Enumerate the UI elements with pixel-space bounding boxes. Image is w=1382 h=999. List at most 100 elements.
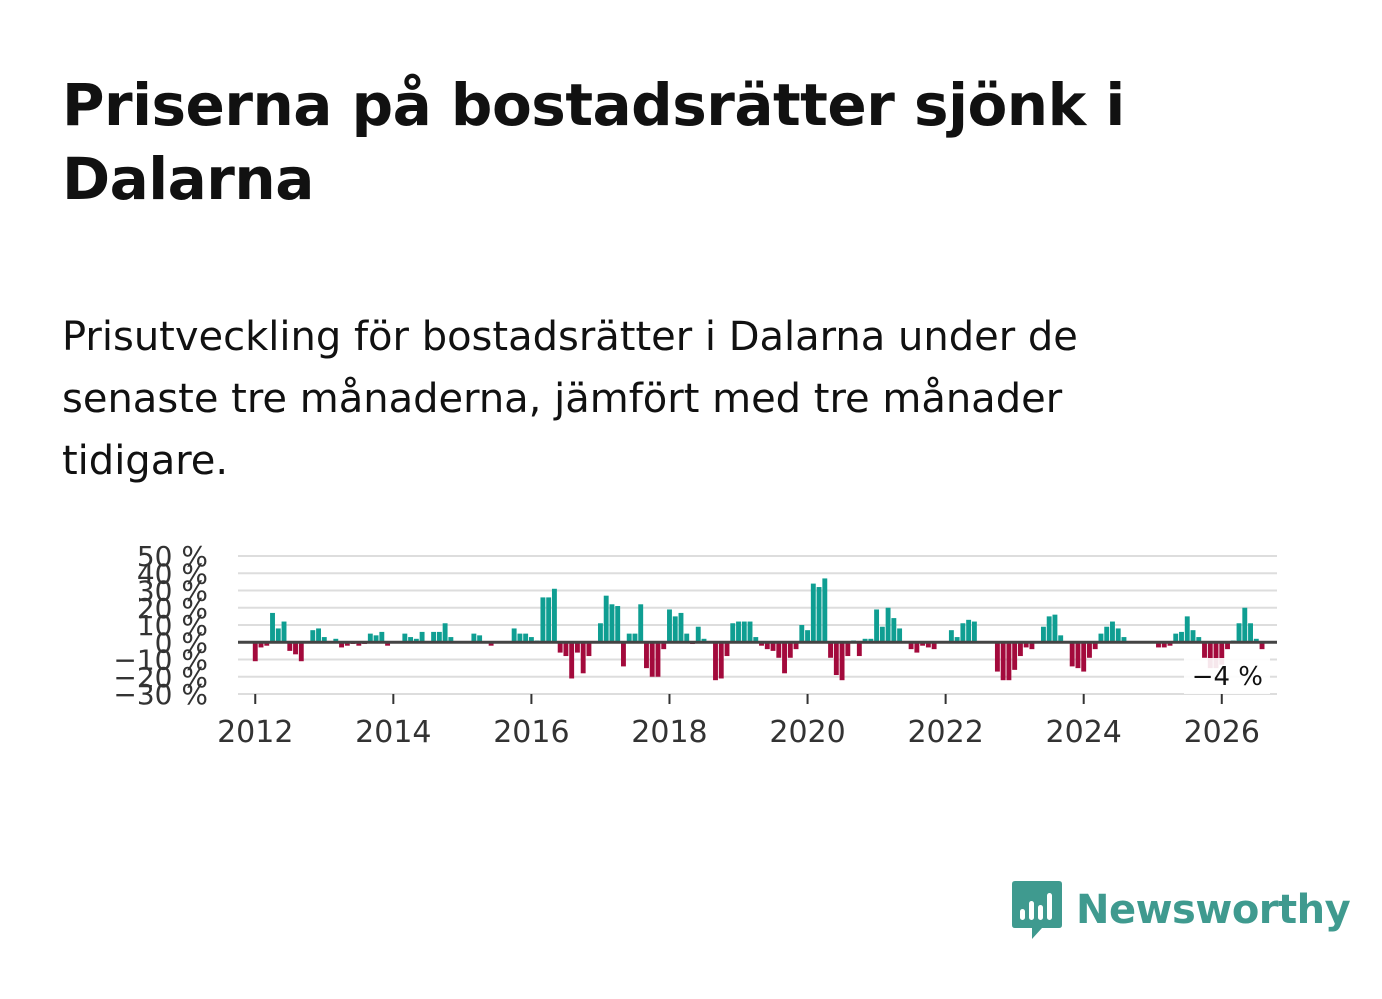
- y-tick-label: 40 %: [137, 557, 208, 590]
- bar: [747, 621, 753, 643]
- bar: [741, 621, 747, 643]
- brand-name: Newsworthy: [1076, 887, 1351, 933]
- bar: [960, 623, 966, 643]
- bar: [517, 633, 523, 643]
- bar: [1069, 642, 1075, 667]
- bar: [1075, 642, 1081, 669]
- bar: [281, 621, 287, 643]
- bar: [1046, 616, 1052, 643]
- bar: [373, 635, 379, 643]
- bar: [787, 642, 793, 658]
- x-tick-label: 2012: [217, 715, 293, 750]
- bar: [948, 630, 954, 643]
- x-tick-label: 2016: [493, 715, 569, 750]
- bar: [862, 638, 868, 643]
- bar: [339, 642, 344, 648]
- bar: [321, 637, 327, 643]
- bar: [672, 616, 678, 643]
- bar: [753, 637, 759, 643]
- bar: [586, 642, 592, 657]
- bar: [569, 642, 575, 679]
- bar: [638, 604, 644, 643]
- newsworthy-brand: Newsworthy: [1010, 878, 1351, 942]
- bar: [419, 631, 425, 643]
- bar: [626, 633, 632, 643]
- bar: [1196, 637, 1202, 643]
- bar: [684, 633, 690, 643]
- bar: [316, 628, 321, 643]
- bar: [1092, 642, 1098, 650]
- bar: [868, 638, 874, 643]
- bar: [442, 623, 448, 643]
- bar: [551, 588, 557, 643]
- bar: [736, 621, 741, 643]
- gridlines: [238, 555, 1277, 695]
- bar: [661, 642, 667, 650]
- bar: [333, 638, 339, 643]
- bar: [822, 578, 828, 643]
- bar: [1029, 642, 1035, 650]
- bar: [574, 642, 580, 653]
- bar: [1207, 642, 1213, 669]
- bar: [511, 628, 517, 643]
- bar: [839, 642, 845, 681]
- bar: [310, 630, 316, 643]
- bar: [724, 642, 730, 657]
- y-tick-label: 0 %: [155, 626, 208, 659]
- bar: [408, 637, 414, 643]
- bar: [298, 642, 304, 662]
- bar: [546, 597, 552, 643]
- bar: [1248, 623, 1253, 643]
- y-tick-label: 10 %: [137, 609, 208, 642]
- bar: [632, 633, 638, 643]
- bar: [1023, 642, 1029, 648]
- x-tick-label: 2020: [769, 715, 845, 750]
- bar: [1000, 642, 1006, 681]
- bar: [1081, 642, 1087, 672]
- bar: [621, 642, 626, 667]
- y-tick-label: 30 %: [137, 575, 208, 608]
- bar: [1104, 626, 1110, 643]
- bar: [1213, 642, 1219, 669]
- bar: [1012, 642, 1018, 670]
- bar: [764, 642, 770, 650]
- bar: [828, 642, 834, 658]
- bar: [695, 626, 701, 643]
- last-value-label: −4 %: [1192, 662, 1263, 692]
- bar: [799, 625, 805, 643]
- bar-chart: −30 %−20 %−10 %0 %10 %20 %30 %40 %50 % 2…: [113, 540, 1277, 750]
- bar: [1179, 631, 1184, 643]
- bar: [367, 633, 373, 643]
- bar: [1156, 642, 1161, 648]
- bar: [1098, 633, 1104, 643]
- bar: [385, 642, 391, 646]
- bar: [270, 612, 275, 643]
- bar: [597, 623, 603, 643]
- bar: [1115, 628, 1121, 643]
- bar: [914, 642, 920, 653]
- bar: [1006, 642, 1012, 681]
- bar: [1184, 616, 1190, 643]
- bar: [1058, 635, 1064, 643]
- bar: [810, 583, 816, 643]
- bar: [563, 642, 569, 657]
- bar: [477, 635, 483, 643]
- x-tick-label: 2014: [355, 715, 431, 750]
- bar: [540, 597, 546, 643]
- bar: [264, 642, 270, 646]
- bar: [994, 642, 1000, 672]
- bar: [805, 630, 810, 643]
- bar: [1087, 642, 1092, 658]
- bar: [701, 638, 707, 643]
- bar: [1167, 642, 1173, 646]
- bar: [1173, 633, 1179, 643]
- bar: [258, 642, 264, 648]
- bar: [488, 642, 494, 646]
- bar: [793, 642, 799, 650]
- last-value-label-bg: [1184, 658, 1270, 694]
- bar: [431, 631, 437, 643]
- x-tick-label: 2022: [907, 715, 983, 750]
- bar: [580, 642, 586, 674]
- bar: [293, 642, 298, 655]
- bar: [954, 637, 960, 643]
